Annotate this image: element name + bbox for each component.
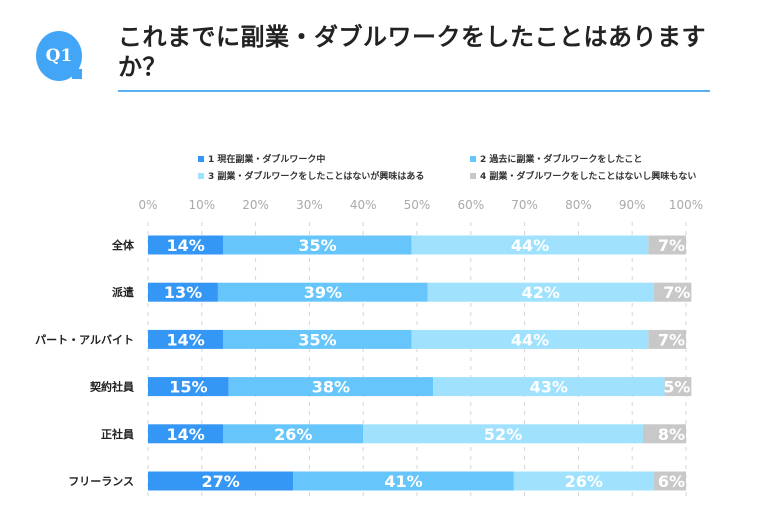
legend-swatch (198, 172, 204, 179)
bar-segment (433, 377, 665, 397)
data-label: 8% (658, 425, 685, 444)
data-label: 14% (167, 425, 205, 444)
legend-item-4: 4 副業・ダブルワークをしたことはないし興味もない (470, 169, 696, 182)
category-label: パート・アルバイト (35, 333, 134, 346)
data-label: 42% (522, 283, 560, 302)
legend-label: 1 現在副業・ダブルワーク中 (208, 155, 326, 165)
legend-swatch (470, 155, 476, 162)
data-label: 52% (484, 425, 522, 444)
legend-item-2: 2 過去に副業・ダブルワークをしたこと (470, 152, 642, 165)
bar-segment (148, 377, 229, 397)
x-tick-label: 90% (619, 198, 646, 212)
category-label: 派遣 (112, 285, 134, 299)
data-label: 7% (658, 236, 685, 255)
category-label: 正社員 (101, 427, 134, 441)
x-tick-label: 10% (188, 198, 215, 212)
question-title: これまでに副業・ダブルワークをしたことはありますか？ (118, 23, 706, 81)
data-label: 35% (298, 236, 336, 255)
legend-label: 3 副業・ダブルワークをしたことはないが興味はある (208, 172, 425, 182)
bar-segment (148, 424, 224, 444)
bar-segment (648, 235, 686, 255)
bar-segment (427, 282, 654, 302)
bar-segment (653, 471, 686, 491)
title-underline (118, 90, 710, 92)
data-label: 39% (304, 283, 342, 302)
data-label: 41% (384, 472, 422, 491)
data-label: 15% (169, 378, 207, 397)
bar-segment (228, 377, 434, 397)
x-tick-label: 80% (565, 198, 592, 212)
data-label: 44% (511, 236, 549, 255)
data-label: 7% (663, 283, 690, 302)
bar-segment (223, 329, 412, 349)
data-label: 6% (658, 472, 685, 491)
bar-segment (148, 235, 224, 255)
data-label: 26% (565, 472, 603, 491)
question-badge: Q1 (36, 31, 82, 81)
bar-segment (148, 329, 224, 349)
bar-segment (411, 235, 649, 255)
bar-segment (293, 471, 514, 491)
data-label: 38% (312, 378, 350, 397)
legend-swatch (470, 172, 476, 179)
category-label: フリーランス (68, 475, 134, 488)
bar-segment (223, 424, 364, 444)
bar-segment (664, 377, 692, 397)
bar-segment (148, 471, 294, 491)
data-label: 7% (658, 330, 685, 349)
legend-item-1: 1 現在副業・ダブルワーク中 (198, 152, 325, 165)
bar-segment (513, 471, 654, 491)
x-tick-label: 40% (350, 198, 377, 212)
data-label: 5% (663, 378, 690, 397)
bar-segment (217, 282, 428, 302)
bar-segment (411, 329, 649, 349)
legend-swatch (198, 155, 204, 162)
bar-segment (363, 424, 643, 444)
category-label: 全体 (111, 238, 135, 252)
data-label: 35% (298, 330, 336, 349)
data-label: 13% (164, 283, 202, 302)
x-axis-ticks: 0% 10% 20% 30% 40% 50% 60% 70% 80% 90% 100% (138, 198, 703, 212)
data-label: 26% (274, 425, 312, 444)
x-tick-label: 60% (457, 198, 484, 212)
data-label: 44% (511, 330, 549, 349)
x-tick-label: 70% (511, 198, 538, 212)
bar-segment (642, 424, 686, 444)
bar-segment (223, 235, 412, 255)
x-tick-label: 100% (669, 198, 703, 212)
bar-segment (148, 282, 218, 302)
data-label: 27% (201, 472, 239, 491)
category-label: 契約社員 (89, 380, 134, 394)
x-tick-label: 30% (296, 198, 323, 212)
x-tick-label: 20% (242, 198, 269, 212)
bars: 14% 35% 44% 7% 13% 39% 42% 7% 14% 35% 44% 7% 15% 38% 4… (148, 235, 692, 491)
x-tick-label: 50% (404, 198, 431, 212)
data-label: 14% (167, 330, 205, 349)
bar-segment (648, 329, 686, 349)
legend-item-3: 3 副業・ダブルワークをしたことはないが興味はある (198, 169, 424, 182)
grid-lines (147, 222, 687, 498)
x-tick-label: 0% (138, 198, 157, 212)
badge-label: Q1 (45, 46, 73, 66)
legend-label: 2 過去に副業・ダブルワークをしたこと (480, 155, 643, 165)
data-label: 43% (530, 378, 568, 397)
bar-segment (653, 282, 692, 302)
legend-label: 4 副業・ダブルワークをしたことはないし興味もない (480, 172, 697, 182)
data-label: 14% (167, 236, 205, 255)
